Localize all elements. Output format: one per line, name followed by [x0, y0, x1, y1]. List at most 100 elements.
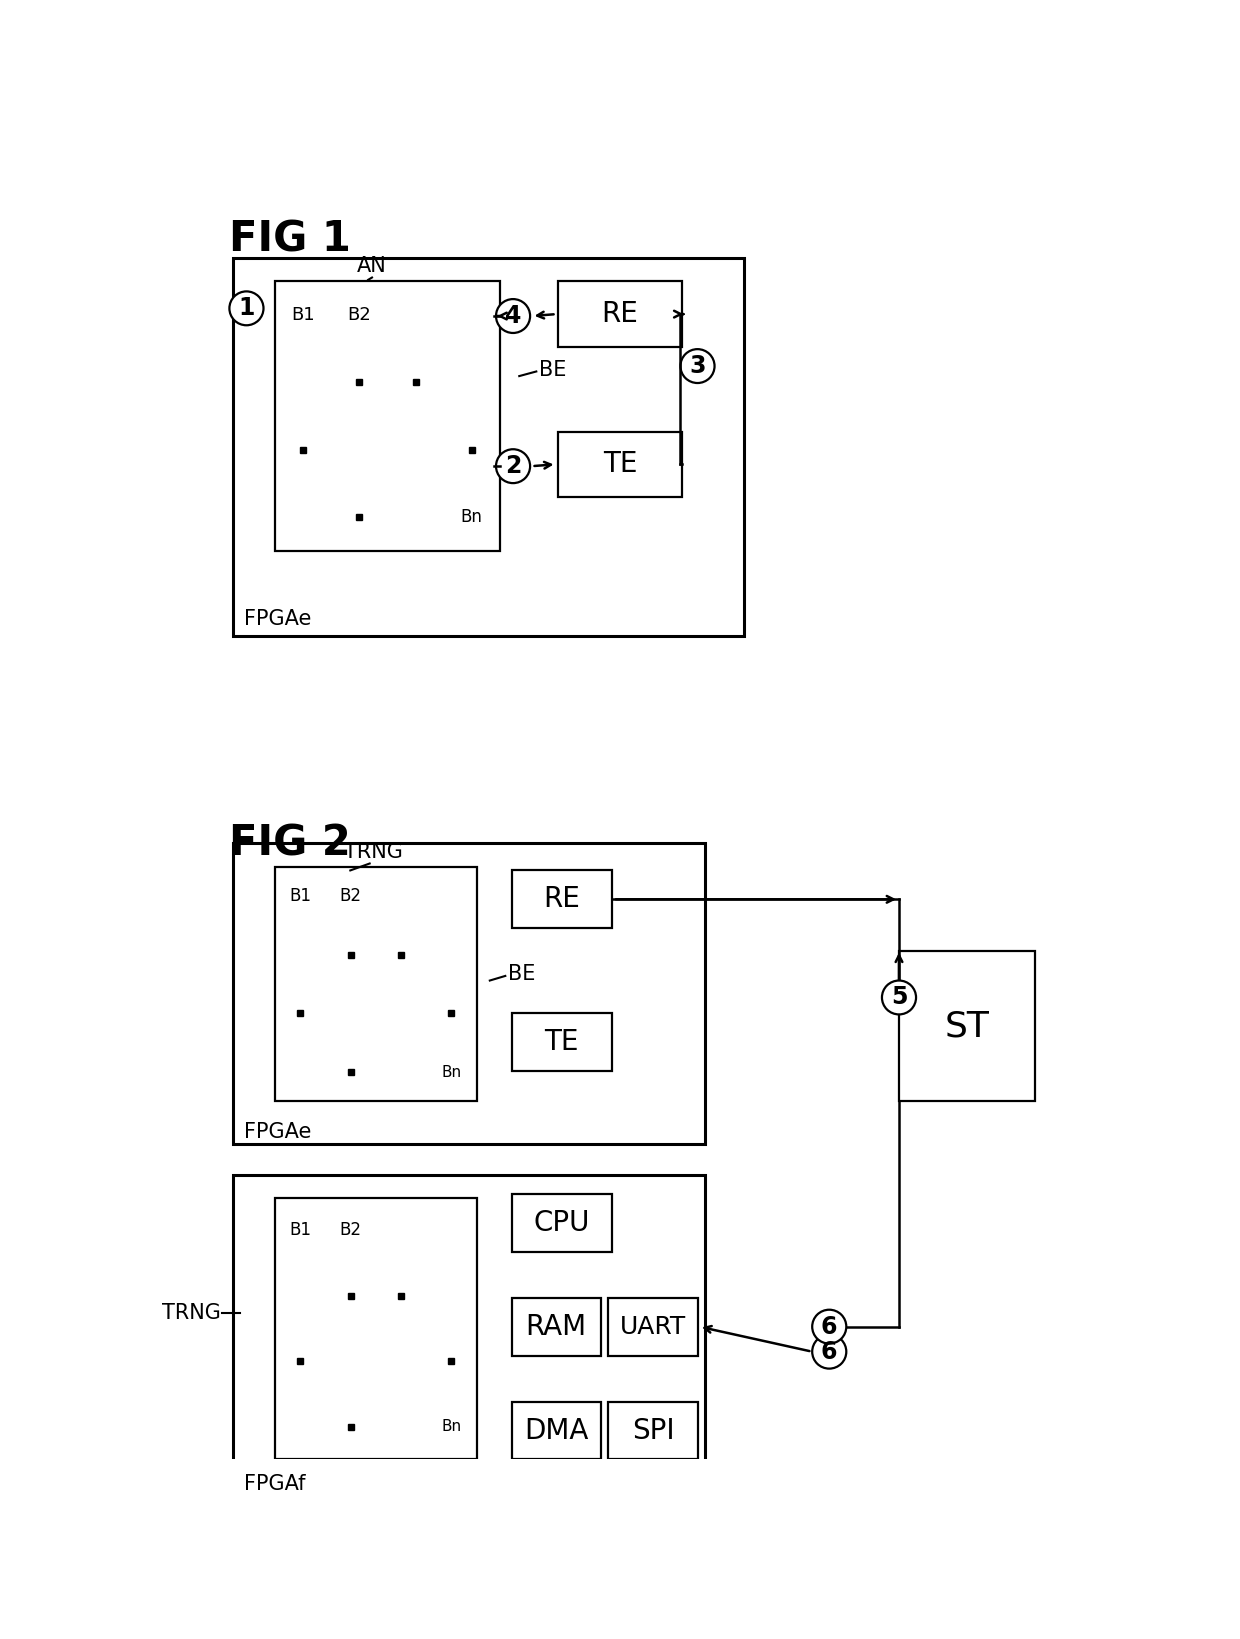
Text: BE: BE — [507, 964, 534, 985]
Text: TRNG: TRNG — [162, 1303, 221, 1323]
Bar — [511, 1193, 613, 1252]
Bar — [275, 1198, 325, 1264]
Bar — [376, 926, 427, 983]
Bar — [376, 1329, 427, 1395]
Bar — [275, 1042, 325, 1101]
Bar — [376, 1264, 427, 1329]
Bar — [275, 867, 476, 1101]
Text: FPGAe: FPGAe — [244, 608, 311, 629]
Bar — [233, 259, 744, 636]
Text: RE: RE — [601, 300, 639, 328]
Text: B1: B1 — [289, 887, 311, 905]
Bar — [275, 1329, 325, 1395]
Bar — [275, 867, 325, 926]
Bar — [325, 1042, 376, 1101]
Bar — [376, 867, 427, 926]
Text: B2: B2 — [347, 306, 371, 325]
Text: CPU: CPU — [533, 1208, 590, 1237]
Text: UART: UART — [620, 1314, 686, 1339]
Bar — [331, 282, 387, 349]
Bar — [511, 1298, 600, 1355]
Bar — [427, 1198, 476, 1264]
Text: Bn: Bn — [441, 1419, 461, 1434]
Text: Bn: Bn — [461, 508, 482, 526]
Bar — [275, 926, 325, 983]
Bar — [899, 951, 1034, 1101]
Bar — [325, 1395, 376, 1459]
Text: FIG 1: FIG 1 — [228, 218, 351, 261]
Bar — [511, 870, 613, 928]
Circle shape — [681, 349, 714, 384]
Bar — [275, 416, 331, 484]
Bar — [275, 1395, 325, 1459]
Bar — [609, 1298, 697, 1355]
Bar — [331, 349, 387, 416]
Bar — [325, 1198, 376, 1264]
Bar — [427, 1042, 476, 1101]
Circle shape — [812, 1334, 846, 1369]
Text: B1: B1 — [291, 306, 315, 325]
Bar — [275, 282, 500, 551]
Bar — [427, 926, 476, 983]
Bar — [511, 1013, 613, 1070]
Bar — [427, 1264, 476, 1329]
Text: 6: 6 — [821, 1339, 837, 1364]
Text: Bn: Bn — [441, 1065, 461, 1080]
Bar — [331, 416, 387, 484]
Text: AN: AN — [357, 256, 387, 275]
Bar — [331, 484, 387, 551]
Text: DMA: DMA — [523, 1416, 588, 1444]
Bar — [427, 1329, 476, 1395]
Bar — [325, 983, 376, 1042]
Text: FPGAe: FPGAe — [244, 1123, 311, 1142]
Bar — [444, 282, 500, 349]
Text: BE: BE — [538, 361, 565, 380]
Circle shape — [882, 980, 916, 1015]
Text: B2: B2 — [340, 1221, 362, 1239]
Bar — [609, 1401, 697, 1459]
Bar — [275, 1198, 476, 1459]
Circle shape — [496, 449, 529, 484]
Text: SPI: SPI — [631, 1416, 675, 1444]
Bar — [275, 1264, 325, 1329]
Bar — [376, 1198, 427, 1264]
Text: B1: B1 — [289, 1221, 311, 1239]
Bar — [275, 282, 331, 349]
Bar — [325, 926, 376, 983]
Bar — [427, 983, 476, 1042]
Text: 5: 5 — [890, 985, 908, 1010]
Text: 6: 6 — [821, 1314, 837, 1339]
Bar — [325, 867, 376, 926]
Text: 4: 4 — [505, 303, 521, 328]
Bar — [233, 844, 706, 1144]
Text: FPGAf: FPGAf — [244, 1473, 305, 1495]
Bar — [387, 416, 444, 484]
Text: RAM: RAM — [526, 1313, 587, 1341]
Bar — [325, 1264, 376, 1329]
Bar — [275, 983, 325, 1042]
Bar — [233, 1175, 706, 1506]
Text: B2: B2 — [340, 887, 362, 905]
Text: 3: 3 — [689, 354, 706, 379]
Bar — [444, 416, 500, 484]
Bar — [511, 1401, 600, 1459]
Text: TRNG: TRNG — [345, 842, 403, 862]
Bar — [325, 1329, 376, 1395]
Bar — [275, 484, 331, 551]
Bar — [387, 484, 444, 551]
Bar — [558, 282, 682, 347]
Circle shape — [496, 298, 529, 333]
Bar — [376, 1395, 427, 1459]
Text: RE: RE — [543, 885, 580, 913]
Bar — [444, 349, 500, 416]
Bar — [275, 349, 331, 416]
Circle shape — [812, 1310, 846, 1344]
Bar — [427, 1395, 476, 1459]
Text: TE: TE — [544, 1028, 579, 1056]
Bar — [387, 282, 444, 349]
Bar — [376, 1042, 427, 1101]
Bar — [444, 484, 500, 551]
Bar — [387, 349, 444, 416]
Text: 1: 1 — [238, 297, 254, 320]
Text: 2: 2 — [505, 454, 521, 479]
